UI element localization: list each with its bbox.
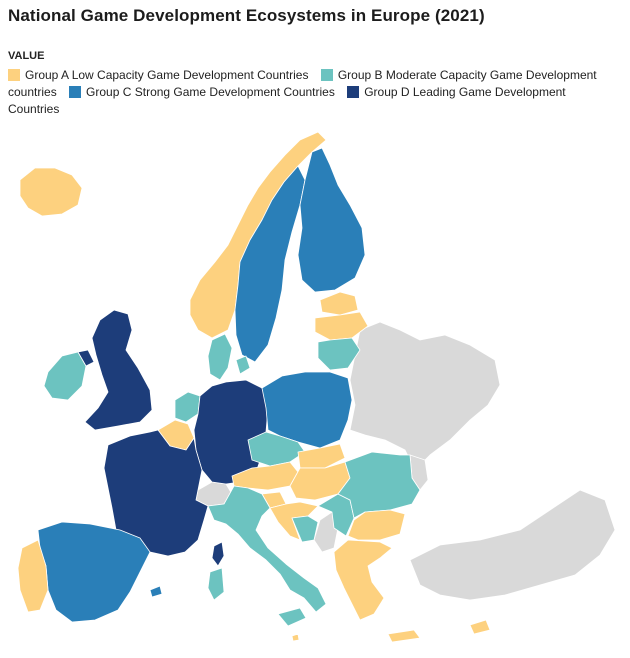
country-malta[interactable] [291,633,300,642]
country-crete[interactable] [387,629,421,643]
country-bosnia[interactable] [291,515,319,543]
legend-item-group-d[interactable]: Group D Leading Game Development Countri… [8,85,566,116]
country-portugal[interactable] [17,539,49,613]
europe-map-svg [17,131,616,643]
country-balearic[interactable] [149,585,163,598]
country-united-kingdom[interactable] [84,309,153,431]
legend-swatch-group-b [320,69,333,81]
country-sicily[interactable] [277,607,307,627]
country-iceland[interactable] [19,167,83,217]
legend-heading: VALUE [8,50,45,62]
country-latvia[interactable] [314,311,369,341]
country-italy[interactable] [207,485,327,613]
country-russia-east[interactable] [349,321,501,471]
country-poland[interactable] [261,371,353,449]
country-estonia[interactable] [319,291,359,316]
legend-label-group-c: Group C Strong Game Development Countrie… [86,85,335,99]
country-greece[interactable] [333,539,393,621]
country-northern-ireland[interactable] [77,349,95,367]
legend-swatch-group-a [8,69,20,81]
europe-map [0,120,630,658]
map-title: National Game Development Ecosystems in … [8,6,485,25]
legend-swatch-group-d [347,86,360,98]
legend-item-group-a[interactable]: Group A Low Capacity Game Development Co… [8,68,317,82]
country-bulgaria[interactable] [347,509,406,541]
country-cyprus[interactable] [469,619,491,635]
country-sweden[interactable] [234,165,306,363]
country-romania[interactable] [337,451,421,519]
legend-item-group-b[interactable]: Group B Moderate Capacity Game Developme… [8,68,597,99]
country-norway[interactable] [189,131,327,339]
legend-item-group-c[interactable]: Group C Strong Game Development Countrie… [69,85,344,99]
country-turkey[interactable] [409,489,616,601]
country-denmark-island[interactable] [235,355,251,375]
legend-items: Group A Low Capacity Game Development Co… [8,67,618,118]
legend-label-group-a: Group A Low Capacity Game Development Co… [25,68,309,82]
country-ireland[interactable] [43,351,87,401]
country-denmark[interactable] [207,333,233,381]
legend-label-group-b: Group B Moderate Capacity Game Developme… [8,68,597,99]
country-sardinia[interactable] [207,567,225,601]
legend-swatch-group-c [69,86,82,98]
country-lithuania[interactable] [317,337,361,371]
country-finland[interactable] [297,147,366,293]
legend: VALUE Group A Low Capacity Game Developm… [8,48,618,118]
legend-label-group-d: Group D Leading Game Development Countri… [8,85,566,116]
country-corsica[interactable] [211,541,225,567]
country-spain[interactable] [37,521,151,623]
country-netherlands[interactable] [174,391,201,423]
